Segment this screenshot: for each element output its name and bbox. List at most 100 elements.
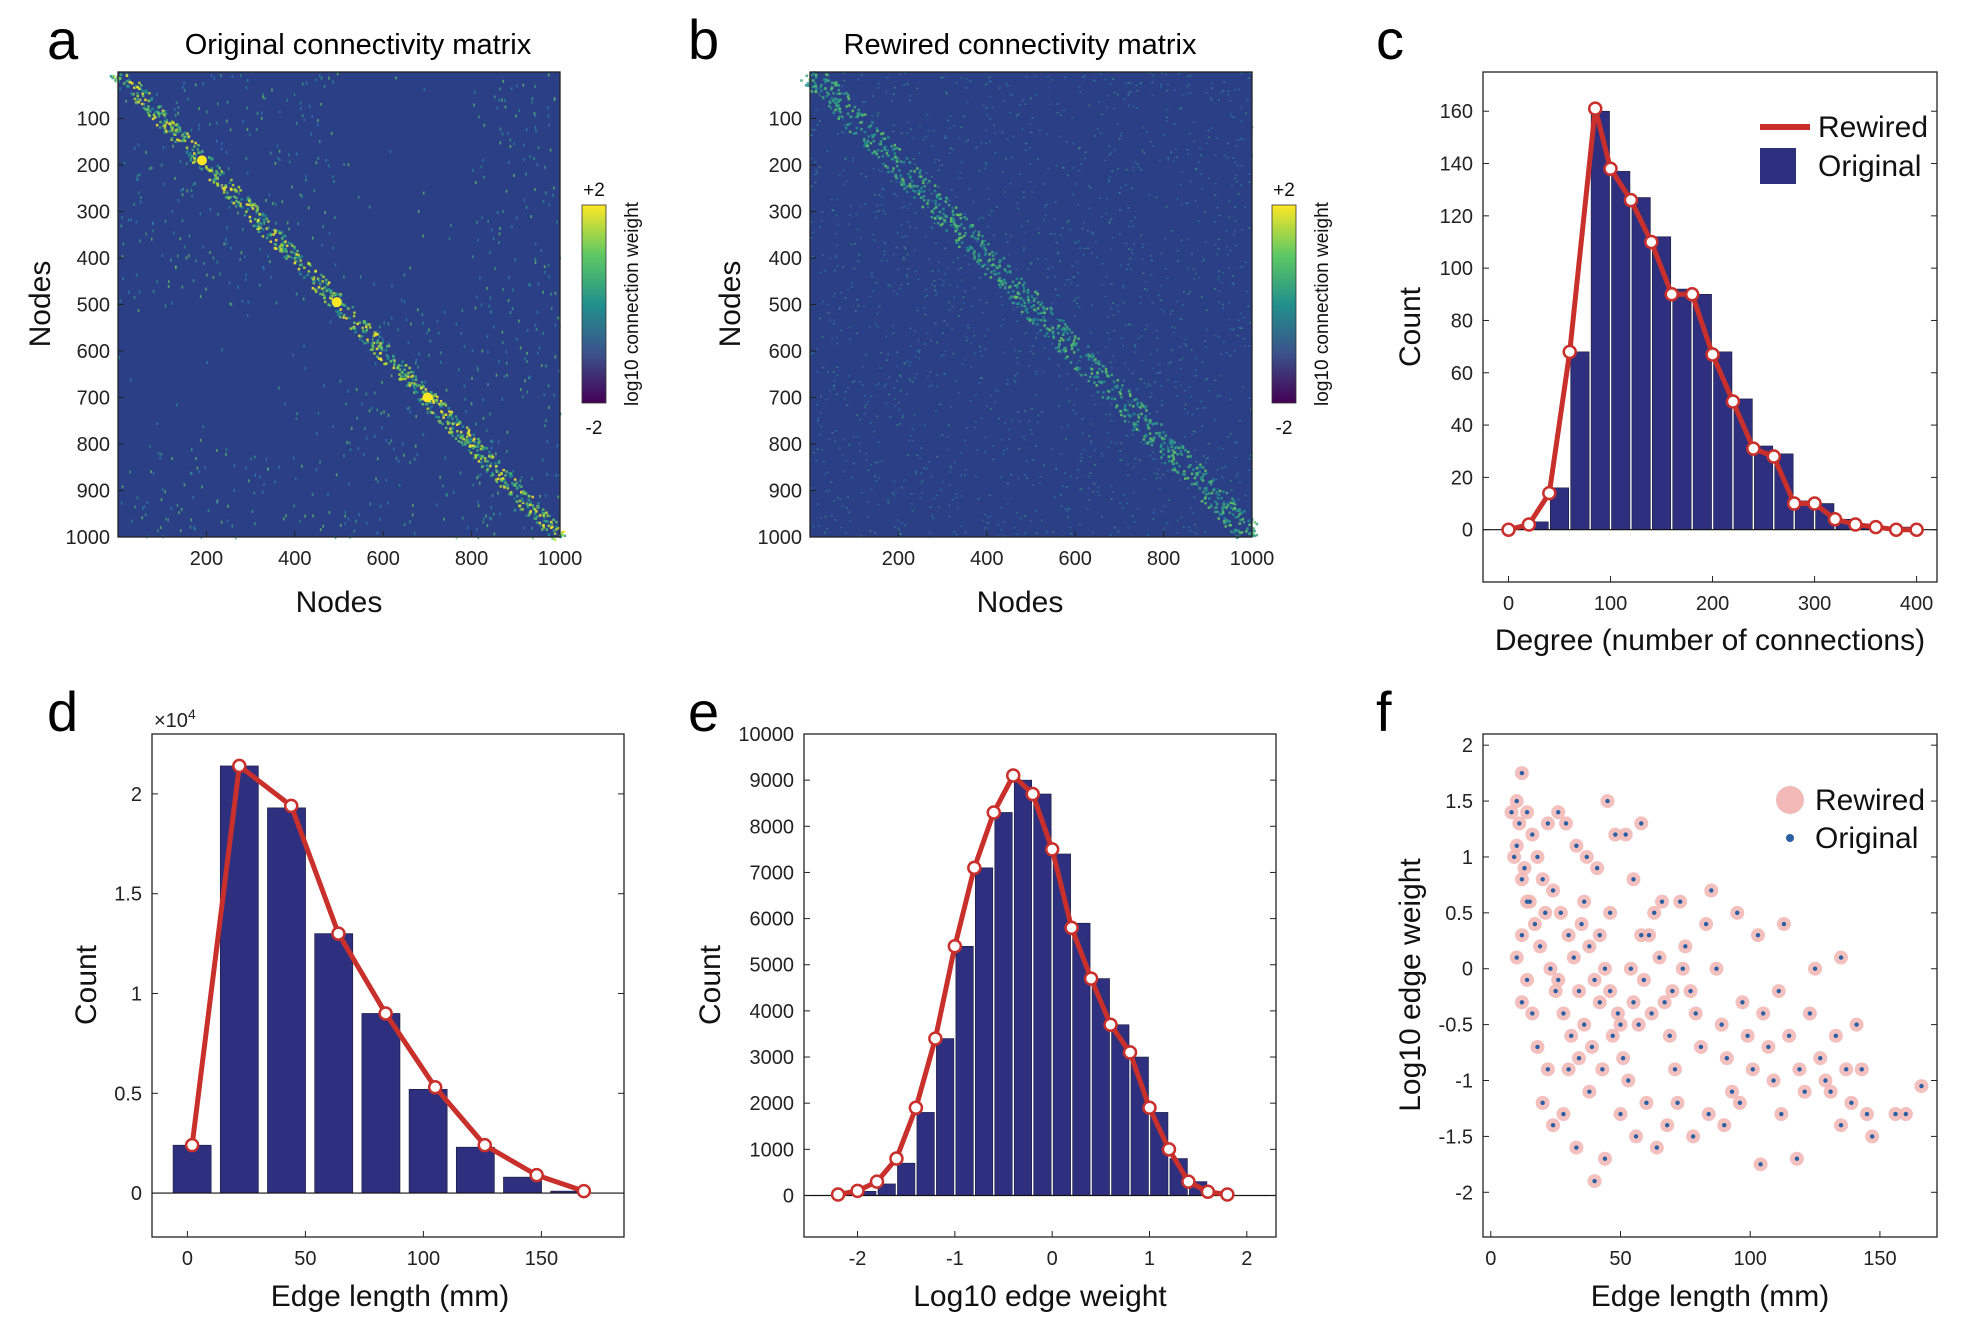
matrix-cell [1124, 184, 1127, 186]
matrix-cell [1136, 89, 1139, 92]
matrix-cell [955, 196, 958, 198]
matrix-cell [905, 157, 909, 160]
matrix-cell [453, 421, 456, 425]
matrix-cell [1145, 131, 1148, 133]
matrix-cell [300, 255, 304, 258]
matrix-cell [895, 194, 898, 197]
matrix-cell [977, 230, 981, 234]
matrix-cell [178, 127, 182, 131]
matrix-cell [917, 357, 920, 360]
matrix-cell [1027, 298, 1030, 302]
matrix-cell [203, 262, 205, 266]
matrix-cell [1027, 268, 1030, 270]
matrix-cell [397, 328, 399, 332]
matrix-cell [165, 121, 169, 124]
matrix-cell [400, 298, 403, 302]
matrix-cell [1105, 276, 1108, 278]
matrix-cell [1127, 390, 1131, 393]
matrix-cell [861, 384, 864, 386]
matrix-cell [1205, 346, 1208, 348]
matrix-cell [1185, 344, 1188, 347]
matrix-cell [829, 257, 832, 260]
matrix-cell [1141, 360, 1144, 362]
matrix-cell [877, 461, 880, 464]
matrix-cell [883, 385, 886, 388]
matrix-cell [948, 515, 951, 518]
matrix-cell [1026, 295, 1030, 299]
matrix-cell [1030, 520, 1033, 522]
matrix-cell [848, 338, 851, 341]
matrix-cell [988, 258, 992, 262]
matrix-cell [831, 431, 834, 434]
matrix-cell [919, 190, 923, 193]
matrix-cell [934, 206, 938, 209]
matrix-cell [556, 444, 559, 448]
matrix-cell [183, 88, 186, 92]
scatter-point-original [1649, 1011, 1654, 1016]
matrix-cell [1135, 403, 1139, 406]
matrix-cell [1092, 79, 1095, 82]
matrix-cell [1081, 432, 1084, 435]
matrix-cell [1176, 300, 1179, 303]
matrix-cell [436, 503, 438, 507]
matrix-cell [266, 233, 270, 237]
matrix-cell [179, 159, 182, 163]
matrix-cell [1110, 440, 1113, 443]
matrix-cell [1073, 314, 1076, 317]
matrix-cell [321, 243, 323, 247]
matrix-cell [185, 146, 189, 150]
matrix-cell [1066, 221, 1069, 224]
matrix-cell [238, 191, 240, 195]
matrix-cell [1137, 416, 1141, 419]
matrix-cell [871, 134, 874, 137]
matrix-cell [1022, 191, 1025, 193]
matrix-cell [275, 202, 277, 206]
matrix-cell [363, 341, 367, 345]
matrix-cell [1196, 471, 1200, 475]
matrix-cell [316, 122, 319, 126]
x-tick-label: 600 [367, 548, 400, 570]
matrix-cell [182, 132, 185, 135]
matrix-cell [1202, 473, 1205, 476]
matrix-cell [1187, 267, 1190, 270]
matrix-cell [153, 111, 157, 115]
matrix-cell [1074, 183, 1077, 185]
matrix-cell [1245, 112, 1248, 115]
x-tick-label: 0 [182, 1248, 193, 1270]
matrix-cell [380, 411, 383, 415]
matrix-cell [242, 120, 244, 124]
scatter-point-original [1893, 1111, 1898, 1117]
matrix-cell [207, 509, 210, 513]
scatter-point-original [1766, 1044, 1771, 1050]
x-tick-label: 200 [1696, 593, 1729, 615]
matrix-cell [165, 119, 168, 122]
matrix-cell [1231, 513, 1235, 516]
matrix-cell [951, 209, 955, 212]
matrix-cell [1001, 131, 1004, 134]
matrix-cell [1040, 302, 1044, 305]
matrix-cell [133, 202, 136, 206]
matrix-cell [1149, 140, 1152, 143]
matrix-cell [473, 437, 476, 441]
matrix-cell [122, 277, 124, 281]
matrix-cell [388, 342, 390, 346]
matrix-cell [243, 214, 247, 217]
matrix-cell [945, 215, 948, 218]
matrix-cell [248, 133, 251, 137]
matrix-cell [127, 78, 131, 82]
scatter-point-original [1618, 1111, 1623, 1117]
matrix-cell [1128, 416, 1131, 419]
y-tick-label: 0 [783, 1185, 794, 1207]
matrix-cell [1079, 488, 1082, 491]
matrix-cell [973, 287, 976, 289]
matrix-cell [957, 238, 961, 241]
matrix-cell [1039, 311, 1043, 315]
matrix-cell [1101, 284, 1104, 286]
matrix-cell [1204, 461, 1207, 464]
matrix-cell [416, 391, 419, 394]
matrix-cell [1076, 477, 1079, 479]
matrix-cell [1006, 383, 1009, 385]
matrix-cell [141, 92, 144, 96]
matrix-cell [309, 264, 313, 267]
